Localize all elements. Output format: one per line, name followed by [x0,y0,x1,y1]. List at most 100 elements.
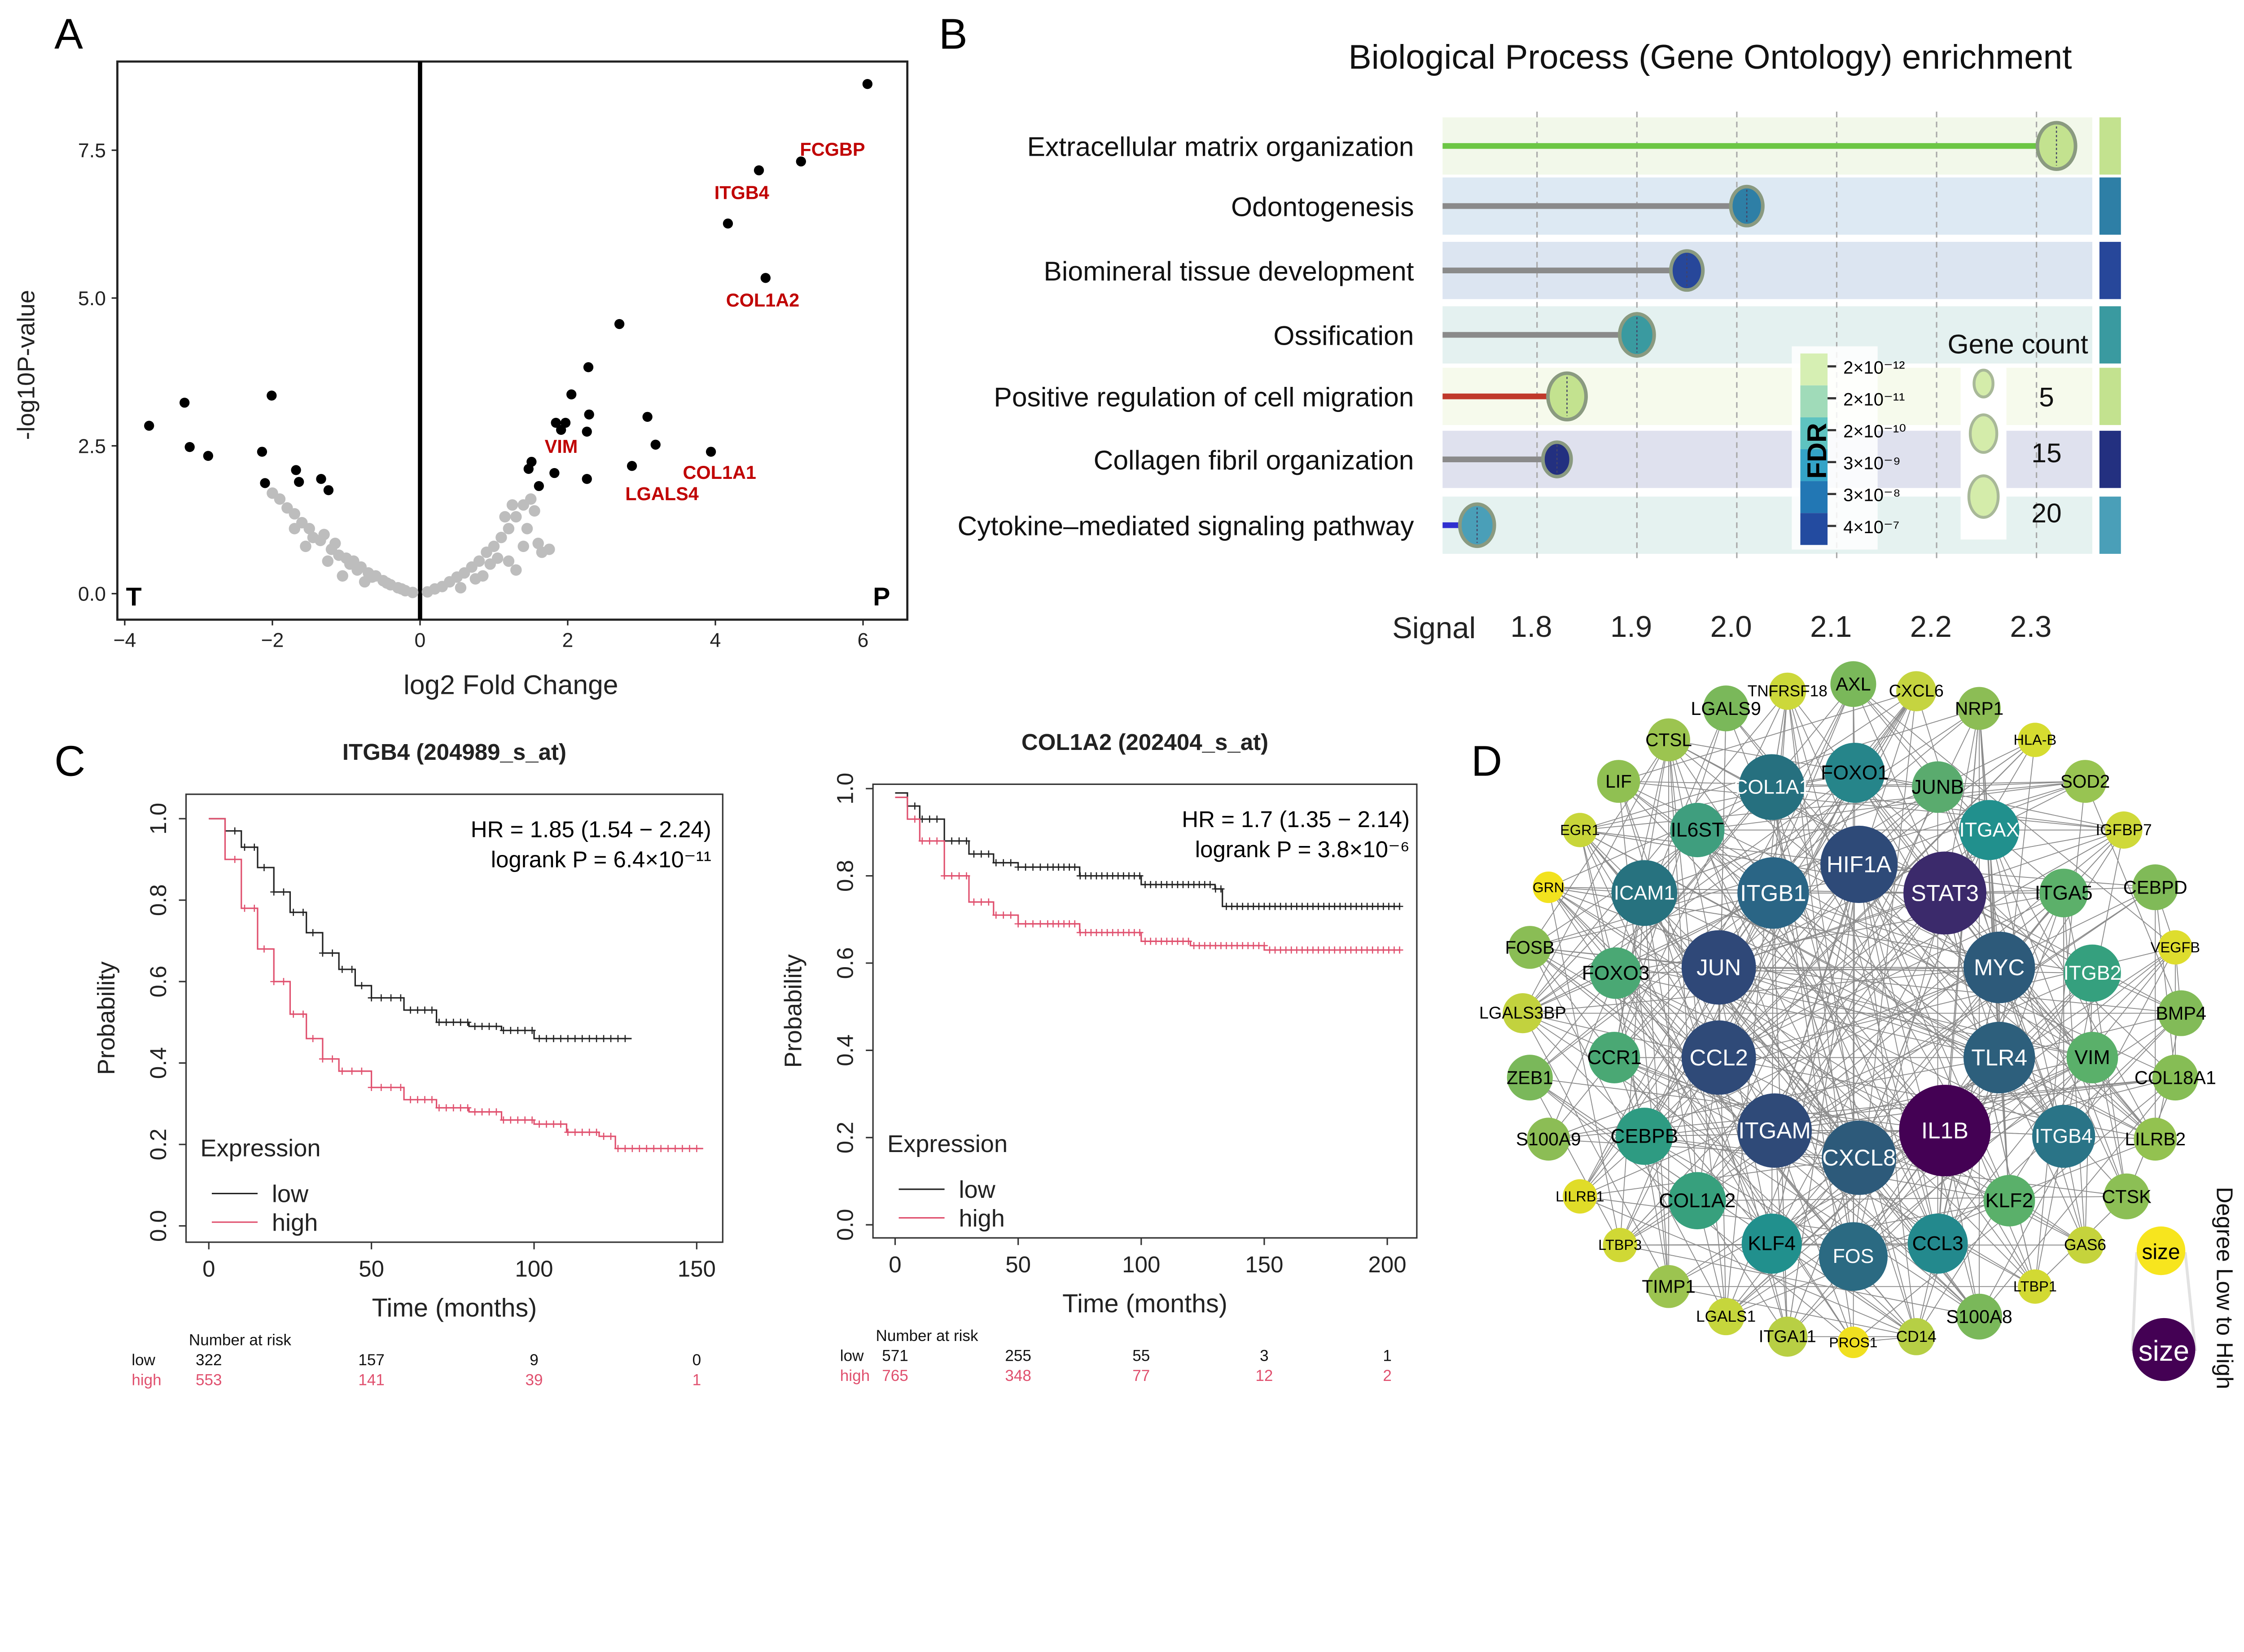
volcano-x-tick-label: −4 [113,629,136,651]
network-node-label: TLR4 [1971,1045,2027,1070]
km-censor-mark [457,1018,465,1026]
network-node [2066,1032,2118,1083]
network-node-label: FOXO1 [1821,762,1889,784]
network-edge [1989,830,2010,1201]
km-censor-mark [428,1006,436,1014]
network-node [1737,1093,1812,1168]
network-edge [1618,691,1917,782]
volcano-point-nonsignificant [543,543,555,555]
km-censor-mark [358,1067,365,1075]
network-edge [1773,892,2000,968]
network-node-label: NRP1 [1955,698,2003,719]
volcano-plot: log2 Fold Change -log10P-value T P −4 −2 0… [13,60,909,700]
network-node [2158,990,2204,1036]
km-y-tick-label: 0.6 [833,947,858,979]
network-node [1824,742,1885,803]
km-censor-mark [421,1006,429,1014]
fdr-legend-label: 4×10⁻⁷ [1843,517,1899,537]
network-node-label: FOXO3 [1582,962,1649,984]
network-edge [1580,781,2086,831]
km-y-tick-label: 0.0 [145,1210,171,1242]
km-logrank-text: logrank P = 6.4×10⁻¹¹ [491,846,711,872]
km-censor-mark [571,1128,579,1136]
km-censor-mark [664,1145,672,1152]
volcano-y-tick-label: 2.5 [78,435,106,457]
network-node [1647,718,1690,762]
volcano-point-nonsignificant [289,523,301,535]
km-censor-mark [593,1128,600,1136]
network-edge [2155,887,2176,1078]
risk-value-high: 77 [1132,1367,1150,1385]
km-censor-mark [933,837,941,845]
volcano-x-tick-label: −2 [261,629,284,651]
network-edge [1618,781,1946,1131]
km-censor-mark [1014,920,1022,928]
risk-value-low: 9 [530,1351,539,1369]
go-fdr-strip [2099,117,2121,175]
volcano-point-nonsignificant [318,529,330,540]
go-x-tick-label: 2.2 [1910,610,1952,644]
km-censor-mark [507,1116,514,1124]
network-node-label: EGR1 [1560,822,1600,838]
km-censor-mark [435,1018,443,1026]
km-plot-itgb4: ITGB4 (204989_s_at) 0 50 100 150 0.0 0.2 0.4 0.6… [93,739,723,1389]
network-edge [1619,772,1855,1245]
volcano-point-nonsignificant [337,570,348,582]
go-fdr-strip [2099,177,2121,235]
km-y-tick-label: 0.0 [833,1209,858,1241]
volcano-point-nonsignificant [289,508,301,520]
network-edge [1718,892,2064,1058]
network-node-label: LILRB2 [2125,1129,2186,1149]
network-edge [1530,947,2181,1014]
volcano-point-significant [862,79,873,89]
km-censor-mark [231,855,239,863]
km-x-label: Time (months) [1062,1289,1227,1318]
volcano-point-nonsignificant [503,523,515,535]
km-logrank-text: logrank P = 3.8×10⁻⁶ [1195,837,1410,862]
km-censor-mark [329,949,336,957]
volcano-point-nonsignificant [517,540,530,552]
km-censor-mark [299,908,307,916]
km-censor-mark [387,994,395,1002]
degree-legend-title: Degree Low to High [2212,1187,2237,1389]
risk-row-label-low: low [840,1347,864,1365]
km-curve-high [209,818,703,1149]
km-censor-mark [443,1104,450,1112]
go-fdr-strip [2099,368,2121,425]
km-censor-mark [289,908,297,916]
risk-value-high: 141 [358,1372,385,1389]
km-censor-mark [543,1120,550,1128]
volcano-frame [116,60,909,621]
volcano-point-significant [583,362,594,372]
volcano-point-significant [294,477,304,487]
go-x-label: Signal [1392,611,1476,645]
network-node [1503,993,1543,1034]
network-node [1563,813,1597,847]
km-censor-mark [933,815,941,823]
km-censor-mark [586,1035,593,1043]
volcano-point-significant [267,390,277,401]
km-censor-mark [289,1010,297,1018]
network-node [1907,1214,1968,1274]
network-node-label: TNFRSF18 [1748,683,1828,700]
network-edge [2085,781,2182,1014]
km-censor-mark [643,1145,650,1152]
fdr-legend-label: 2×10⁻¹² [1843,358,1905,377]
km-censor-mark [478,1108,486,1116]
km-censor-mark [377,1084,385,1091]
km-hr-text: HR = 1.7 (1.35 − 2.14) [1182,806,1410,832]
network-node [2018,723,2052,757]
volcano-point-nonsignificant [510,564,522,576]
network-node [1508,926,1552,969]
network-node [1769,672,1806,710]
network-edge [1726,1130,1946,1317]
km-y-tick-label: 0.8 [145,884,171,916]
km-censor-mark [435,1104,443,1112]
network-node-label: ITGA5 [2035,882,2093,904]
gene-count-legend-bubble [1968,413,1999,454]
km-censor-mark [397,994,404,1002]
risk-value-high: 1 [692,1372,701,1389]
km-censor-mark [428,1096,436,1104]
km-censor-mark [992,911,1000,919]
network-node-label: PROS1 [1829,1334,1877,1350]
